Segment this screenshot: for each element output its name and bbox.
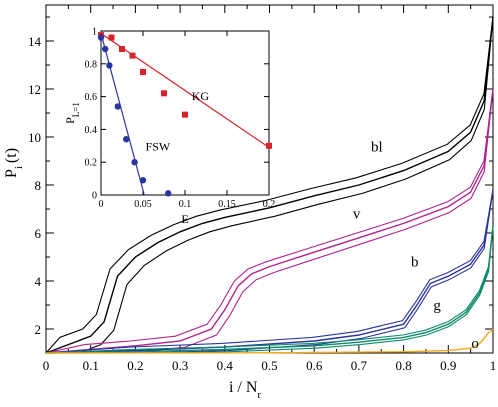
inset-x-tick-label: 0.05: [134, 199, 152, 210]
inset-point-FSW: [131, 159, 138, 166]
inset-point-FSW: [165, 190, 172, 197]
x-tick-label: 0.3: [172, 358, 188, 373]
inset-x-tick-label: 0.15: [218, 199, 236, 210]
x-tick-label: 0.9: [440, 358, 456, 373]
inset-plot: 0 0.05 0.1 0.15 0.2 0 0.2 0.4 0.6 0.8 1 E PL=1 KG FSW: [63, 27, 275, 227]
inset-point-FSW: [97, 34, 105, 41]
y-tick-label: 4: [35, 274, 42, 289]
inset-point-KG: [182, 111, 188, 118]
x-tick-label: 0.8: [395, 358, 411, 373]
series-line-g: [45, 225, 494, 354]
main-plot: 0 0.1 0.2 0.3 0.4 0.5 0.6 0.7 0.8 0.9 12468101214i…: [3, 4, 497, 401]
inset-point-FSW: [114, 103, 122, 110]
series-line-g: [45, 225, 494, 354]
inset-point-FSW: [106, 62, 113, 69]
inset-y-tick-label: 0.4: [85, 125, 98, 136]
inset-fit-FSW: [100, 33, 145, 196]
inset-point-KG: [266, 142, 272, 149]
series-line-g: [49, 225, 494, 354]
x-tick-label: 0.2: [127, 358, 143, 373]
inset-y-tick-label: 1: [92, 27, 97, 38]
series-label-v: v: [353, 207, 361, 223]
series-line-bl: [57, 16, 494, 354]
inset-annotation-KG: KG: [192, 89, 210, 103]
inset-x-tick-label: 0.1: [179, 199, 192, 210]
inset-point-KG: [140, 69, 146, 75]
inset-y-tick-label: 0.6: [85, 92, 98, 103]
y-tick-label: 8: [35, 178, 42, 193]
inset-point-KG: [108, 34, 115, 41]
x-tick-label: 0.6: [306, 358, 323, 373]
y-tick-label: 12: [28, 82, 41, 97]
inset-point-KG: [119, 46, 125, 53]
series-label-o: o: [471, 336, 479, 352]
inset-annotation-FSW: FSW: [146, 140, 171, 154]
y-axis-label: Pi(t): [3, 148, 25, 178]
x-tick-label: 1: [490, 358, 497, 373]
series-line-v: [45, 88, 494, 354]
inset-point-KG: [161, 90, 167, 97]
series-line-b: [51, 189, 494, 354]
inset-x-axis-label: E: [181, 212, 188, 226]
inset-y-tick-label: 0.8: [85, 59, 98, 70]
series-line-bl: [45, 16, 494, 354]
series-line-bl: [45, 16, 494, 354]
series-line-o: [45, 328, 494, 354]
series-line-b: [45, 189, 494, 354]
inset-point-FSW: [102, 45, 109, 53]
y-tick-label: 10: [28, 130, 41, 145]
x-tick-label: 0.4: [217, 358, 234, 373]
x-tick-label: 0.5: [261, 358, 277, 373]
inset-point-KG: [129, 52, 136, 59]
inset-y-tick-label: 0: [92, 191, 97, 202]
inset-y-axis-label: PL=1: [63, 102, 81, 124]
series-label-bl: bl: [371, 139, 383, 155]
y-tick-label: 14: [28, 34, 42, 49]
y-tick-label: 6: [35, 226, 42, 241]
inset-x-tick-label: 0: [99, 199, 104, 210]
series-line-v: [45, 88, 494, 354]
series-label-b: b: [411, 255, 419, 271]
inset-y-tick-label: 0.2: [85, 158, 98, 169]
inset-point-FSW: [123, 136, 130, 143]
inset-point-FSW: [139, 177, 147, 184]
x-tick-label: 0.7: [351, 358, 368, 373]
series-label-g: g: [433, 298, 441, 314]
y-tick-label: 2: [35, 322, 42, 337]
inset-x-tick-label: 0.2: [263, 199, 276, 210]
x-tick-label: 0.1: [83, 358, 99, 373]
inset-fit-KG: [100, 32, 270, 148]
x-axis-label: i / Nr: [229, 379, 261, 401]
x-tick-label: 0: [43, 358, 50, 373]
